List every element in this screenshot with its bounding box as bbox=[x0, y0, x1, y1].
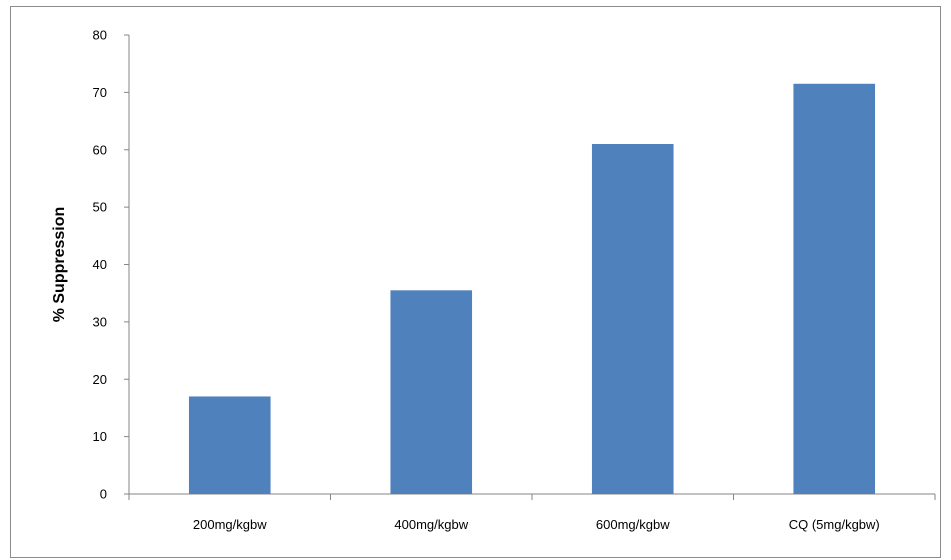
bar bbox=[793, 83, 876, 495]
x-tick-label: 600mg/kgbw bbox=[596, 517, 670, 532]
y-tick-label: 50 bbox=[93, 200, 107, 215]
x-tick-label: CQ (5mg/kgbw) bbox=[789, 517, 880, 532]
bar bbox=[591, 144, 674, 494]
y-tick-label: 10 bbox=[93, 429, 107, 444]
y-tick-label: 30 bbox=[93, 314, 107, 329]
y-tick-label: 70 bbox=[93, 85, 107, 100]
x-axis: 200mg/kgbw 400mg/kgbw 600mg/kgbw CQ (5mg/kg… bbox=[128, 493, 936, 532]
chart-frame bbox=[10, 6, 941, 558]
y-tick-label: 60 bbox=[93, 142, 107, 157]
y-axis-title: % Suppression bbox=[51, 207, 68, 323]
y-axis: 0 10 20 30 40 50 60 70 80 bbox=[93, 28, 130, 502]
bar bbox=[390, 290, 473, 494]
bars bbox=[188, 83, 876, 495]
y-tick-label: 20 bbox=[93, 372, 107, 387]
bar bbox=[188, 396, 271, 494]
y-tick-label: 0 bbox=[100, 487, 107, 502]
y-tick-label: 40 bbox=[93, 257, 107, 272]
x-tick-label: 400mg/kgbw bbox=[394, 517, 468, 532]
x-tick-label: 200mg/kgbw bbox=[193, 517, 267, 532]
y-tick-label: 80 bbox=[93, 28, 107, 43]
